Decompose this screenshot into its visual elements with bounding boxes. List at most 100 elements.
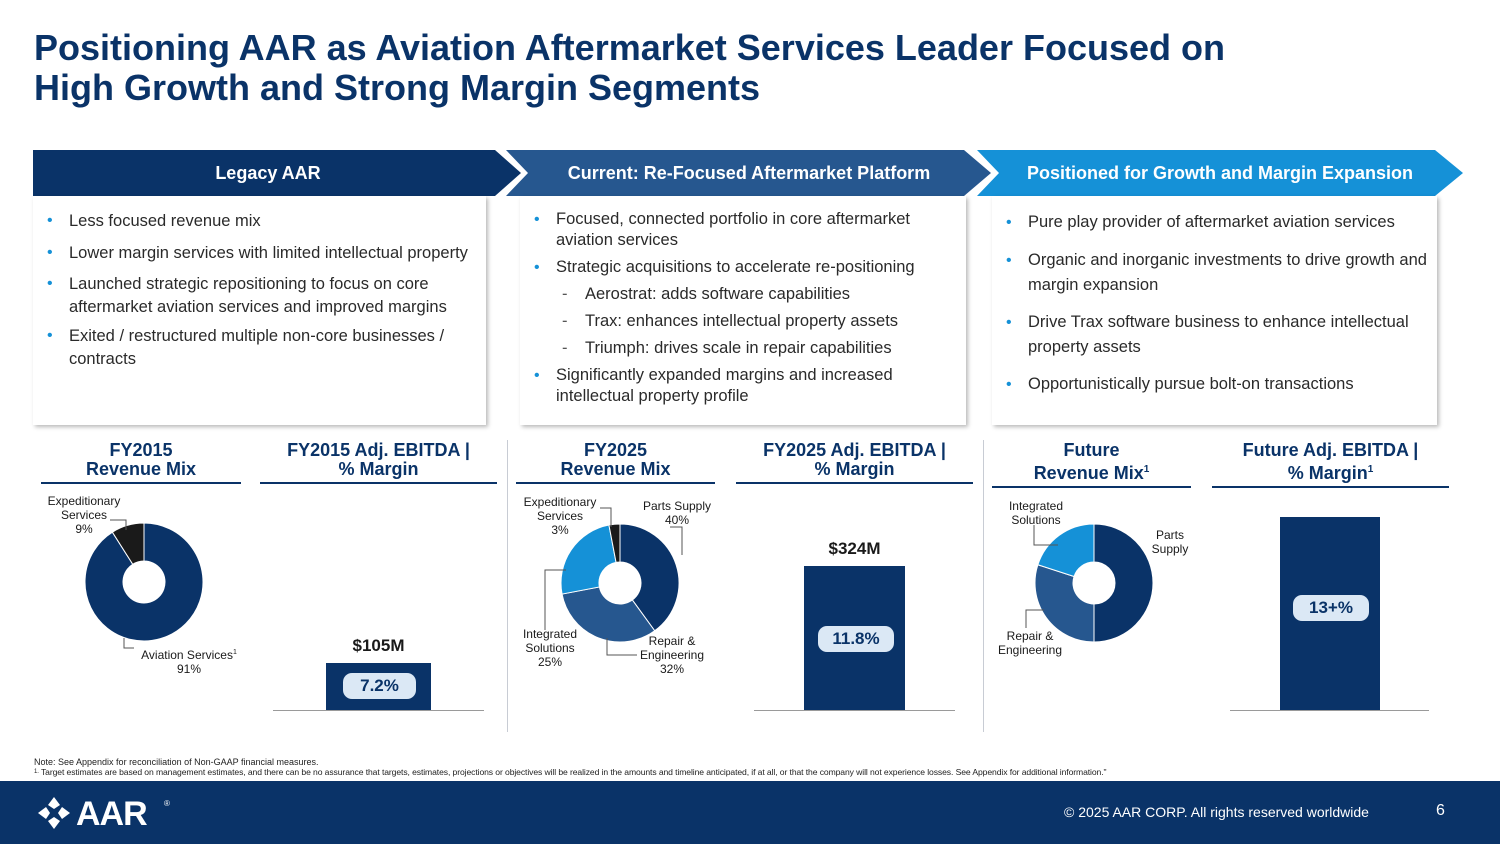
footnote-nongaap: Note: See Appendix for reconciliation of… xyxy=(34,757,319,767)
header-line: Revenue Mix xyxy=(85,459,197,479)
header-fy2025-mix: FY2025 Revenue Mix xyxy=(516,441,715,484)
list-item: Opportunistically pursue bolt-on transac… xyxy=(992,372,1432,397)
label-line: Engineering xyxy=(997,643,1063,657)
header-fy2015-ebitda: FY2015 Adj. EBITDA | % Margin xyxy=(260,441,497,484)
aar-logo-text: AAR xyxy=(76,795,148,833)
donut-slice-parts-supply xyxy=(619,523,680,632)
label-line: 91% xyxy=(176,662,202,676)
banner-future-label: Positioned for Growth and Margin Expansi… xyxy=(1026,163,1413,183)
fy2015-revenue-donut xyxy=(84,522,204,642)
label-fy15-aviation: Aviation Services1 91% xyxy=(134,646,244,676)
label-fy25-parts: Parts Supply 40% xyxy=(636,499,718,527)
page-title-line-1: Positioning AAR as Aviation Aftermarket … xyxy=(34,27,1225,68)
label-line: Aviation Services1 xyxy=(134,646,244,662)
fy2025-revenue-donut xyxy=(560,523,680,643)
list-item: Significantly expanded margins and incre… xyxy=(520,365,945,407)
label-future-repair: Repair & Engineering xyxy=(992,629,1068,657)
footer-bar: AAR ® © 2025 AAR CORP. All rights reserv… xyxy=(0,781,1500,844)
header-future-ebitda: Future Adj. EBITDA | % Margin1 xyxy=(1212,441,1449,488)
fy2025-ebitda-value: $324M xyxy=(828,538,881,558)
list-item: Launched strategic repositioning to focu… xyxy=(33,273,473,318)
label-line: 25% xyxy=(537,655,563,669)
donut-slice-expeditionary-services xyxy=(111,522,145,565)
registered-mark: ® xyxy=(164,799,170,808)
list-item: Pure play provider of aftermarket aviati… xyxy=(992,210,1432,235)
header-text: % Margin xyxy=(1287,463,1368,483)
footnote-mark: 1 xyxy=(232,649,237,656)
leader-line xyxy=(544,569,566,630)
list-item: Trax: enhances intellectual property ass… xyxy=(520,311,945,332)
fy2025-margin-pill: 11.8% xyxy=(818,626,894,652)
fy2015-ebitda-value: $105M xyxy=(352,636,405,656)
label-fy15-expeditionary: Expeditionary Services 9% xyxy=(43,494,125,536)
label-line: Parts xyxy=(1155,528,1184,542)
copyright-text: © 2025 AAR CORP. All rights reserved wor… xyxy=(1064,804,1369,820)
list-item: Exited / restructured multiple non-core … xyxy=(33,325,473,370)
page-title: Positioning AAR as Aviation Aftermarket … xyxy=(34,28,1434,108)
label-future-parts: Parts Supply xyxy=(1140,528,1200,556)
label-line: Supply xyxy=(1151,542,1189,556)
label-line: Parts Supply xyxy=(642,499,712,513)
column-divider xyxy=(507,440,508,732)
future-margin-pill: 13+% xyxy=(1293,595,1369,621)
fy2015-margin-pill: 7.2% xyxy=(343,673,416,699)
donut-slice-expeditionary-services xyxy=(608,523,621,563)
label-line: Solutions xyxy=(525,641,575,655)
label-line: 32% xyxy=(659,662,685,676)
panel-future: Pure play provider of aftermarket aviati… xyxy=(992,196,1437,425)
page-number: 6 xyxy=(1436,802,1445,819)
label-line: Repair & xyxy=(648,634,696,648)
label-line: Repair & xyxy=(1006,629,1054,643)
label-line: Integrated xyxy=(522,627,578,641)
list-item: Strategic acquisitions to accelerate re-… xyxy=(520,257,945,278)
list-item: Triumph: drives scale in repair capabili… xyxy=(520,338,945,359)
header-line: Future xyxy=(1063,440,1120,460)
banner-current-arrow xyxy=(506,150,991,196)
header-fy2025-ebitda: FY2025 Adj. EBITDA | % Margin xyxy=(736,441,973,484)
header-line: Revenue Mix xyxy=(560,459,671,479)
label-line: 40% xyxy=(664,513,690,527)
header-line: FY2015 Adj. EBITDA | xyxy=(287,440,470,460)
label-line: Expeditionary xyxy=(523,495,597,509)
header-future-mix: Future Revenue Mix1 xyxy=(992,441,1191,488)
donut-slice-parts-supply xyxy=(1093,523,1154,643)
label-line: Services xyxy=(536,509,583,523)
banner-current-label: Current: Re-Focused Aftermarket Platform xyxy=(567,163,931,183)
list-item: Drive Trax software business to enhance … xyxy=(992,310,1432,360)
label-line: 3% xyxy=(551,523,569,537)
header-fy2015-mix: FY2015 Revenue Mix xyxy=(41,441,241,484)
footnote-text: Target estimates are based on management… xyxy=(40,767,1107,777)
future-revenue-donut xyxy=(1034,523,1154,643)
donut-slice-repair-engineering xyxy=(1034,564,1095,643)
label-line: Expeditionary xyxy=(47,494,121,508)
footnote-target: 1. Target estimates are based on managem… xyxy=(34,767,1107,777)
donut-slice-repair-engineering xyxy=(561,586,656,643)
list-item: Less focused revenue mix xyxy=(33,210,473,233)
banner-legacy-label: Legacy AAR xyxy=(215,163,321,183)
footnote-mark: 1. xyxy=(34,769,39,775)
label-line: Integrated xyxy=(1008,499,1064,513)
donut-slice-integrated-solutions xyxy=(1037,523,1095,578)
leader-line xyxy=(1033,525,1058,546)
leader-line xyxy=(123,638,134,649)
label-fy25-repair: Repair & Engineering 32% xyxy=(634,634,710,676)
aar-emblem-icon xyxy=(38,797,70,829)
banner-future-arrow xyxy=(977,150,1463,196)
label-line: Solutions xyxy=(1011,513,1061,527)
header-line: % Margin1 xyxy=(1212,460,1449,483)
leader-line xyxy=(1025,609,1044,628)
list-item: Lower margin services with limited intel… xyxy=(33,242,473,265)
label-line: Engineering xyxy=(639,648,705,662)
banner-legacy-arrow xyxy=(33,150,521,196)
label-line: Services xyxy=(60,508,107,522)
header-line: % Margin xyxy=(338,459,419,479)
donut-slice-aviation-services xyxy=(84,522,204,642)
panel-legacy: Less focused revenue mix Lower margin se… xyxy=(33,196,486,425)
footnote-mark: 1 xyxy=(1367,464,1374,475)
header-line: Revenue Mix1 xyxy=(992,460,1191,483)
label-fy25-integrated: Integrated Solutions 25% xyxy=(512,627,588,669)
leader-line xyxy=(606,638,637,656)
leader-line xyxy=(110,519,127,530)
header-line: Future Adj. EBITDA | xyxy=(1242,440,1419,460)
